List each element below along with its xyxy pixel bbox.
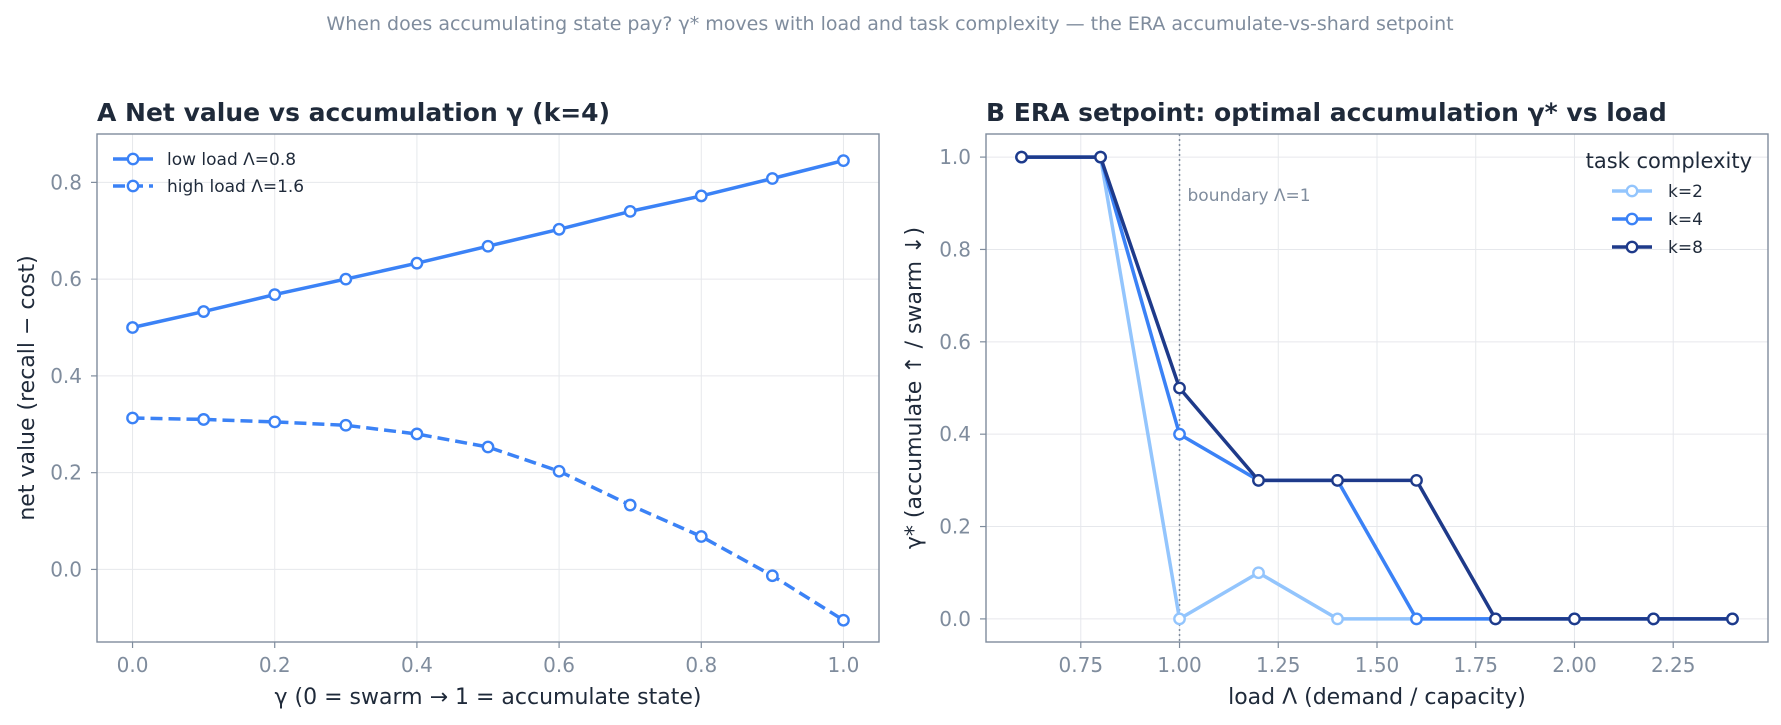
data-point [197,413,211,426]
panel-b-xlabel: load Λ (demand / capacity) [1228,685,1526,710]
boundary-label: boundary Λ=1 [1188,186,1311,206]
legend-marker [1625,212,1639,226]
data-point [552,464,566,478]
y-tick-label: 0.8 [50,170,82,194]
x-tick-label: 0.2 [259,653,291,677]
data-point [197,305,211,318]
panel-b: B ERA setpoint: optimal accumulation γ* … [902,98,1769,710]
data-point [1726,612,1739,626]
data-point [1173,381,1186,395]
data-point [623,498,637,512]
y-tick-label: 0.2 [939,515,971,539]
figure-suptitle: When does accumulating state pay? γ* mov… [326,13,1453,35]
data-point [552,222,566,236]
data-point [1489,612,1502,626]
series-line-3 [1021,155,1733,621]
data-point [765,569,779,583]
legend-marker [126,152,140,166]
data-point [1647,612,1660,626]
x-tick-label: 0.6 [543,653,575,677]
x-tick-label: 0.75 [1059,653,1104,677]
data-point [1568,612,1581,626]
data-point [268,288,282,302]
data-point [339,272,353,286]
x-tick-label: 1.50 [1355,653,1400,677]
legend-marker [126,179,140,193]
data-point [410,256,424,270]
legend-label: k=2 [1668,182,1703,202]
panel-a-xlabel: γ (0 = swarm → 1 = accumulate state) [275,685,702,710]
panel-b-title: B ERA setpoint: optimal accumulation γ* … [986,98,1667,127]
data-point [1015,150,1028,164]
data-point [694,189,708,203]
legend-marker [1625,240,1639,254]
x-tick-label: 1.00 [1157,653,1202,677]
y-tick-label: 0.6 [50,267,82,291]
y-tick-label: 0.4 [939,422,971,446]
panel-a-grid [97,134,879,642]
x-tick-label: 0.8 [685,653,717,677]
data-point [694,530,708,543]
x-tick-label: 2.25 [1651,653,1696,677]
panel-b-ylabel: γ* (accumulate ↑ / swarm ↓) [902,227,927,549]
panel-a-frame [96,133,880,643]
x-tick-label: 1.75 [1453,653,1498,677]
legend-label: low load Λ=0.8 [167,150,296,170]
data-point [837,154,850,168]
panel-b-boundary: boundary Λ=1 [1178,134,1311,642]
legend-label: high load Λ=1.6 [167,177,304,197]
data-point [481,239,495,253]
panel-b-legend: task complexity k=2 k=4 k=8 [1586,149,1752,258]
data-point [1094,150,1107,164]
panel-a-series [126,154,850,627]
y-tick-label: 0.0 [50,557,82,581]
y-tick-label: 0.2 [50,461,82,485]
x-tick-label: 2.00 [1552,653,1597,677]
data-point [1252,473,1265,487]
panel-a-legend: low load Λ=0.8 high load Λ=1.6 [113,150,304,197]
series-line-2 [132,416,845,622]
data-point [1331,612,1344,626]
panel-b-series [1015,150,1739,626]
data-point [339,418,353,432]
data-point [1410,473,1423,487]
data-point [1252,566,1265,580]
data-point [410,427,424,441]
data-point [1410,612,1423,626]
panel-a-title: A Net value vs accumulation γ (k=4) [97,98,610,127]
y-tick-label: 1.0 [939,145,971,169]
data-point [126,321,139,334]
x-tick-label: 0.4 [401,653,433,677]
data-point [1173,427,1186,441]
data-point [623,205,637,218]
legend-label: k=4 [1668,210,1703,230]
legend-title: task complexity [1586,149,1752,173]
legend-marker [1625,184,1639,198]
data-point [126,411,139,425]
data-point [765,172,779,185]
panel-a-ticks: 0.0 0.2 0.4 0.6 0.8 1.0 0.0 0.2 0.4 0.6 0.8 [50,170,859,677]
data-point [837,613,850,627]
y-tick-label: 0.4 [50,364,82,388]
panel-a: A Net value vs accumulation γ (k=4) 0.0 0… [15,98,880,710]
data-point [1331,473,1344,487]
x-tick-label: 0.0 [117,653,149,677]
data-point [481,440,495,454]
x-tick-label: 1.25 [1256,653,1301,677]
y-tick-label: 0.6 [939,330,971,354]
panel-b-ticks: 0.75 1.00 1.25 1.50 1.75 2.00 2.25 0.0 0.2 0.4 0.6… [939,145,1695,677]
x-tick-label: 1.0 [828,653,860,677]
panel-a-ylabel: net value (recall − cost) [15,255,40,520]
legend-label: k=8 [1668,238,1703,258]
y-tick-label: 0.8 [939,237,971,261]
y-tick-label: 0.0 [939,607,971,631]
data-point [268,415,282,429]
panel-b-grid [986,134,1768,642]
data-point [1173,612,1186,626]
